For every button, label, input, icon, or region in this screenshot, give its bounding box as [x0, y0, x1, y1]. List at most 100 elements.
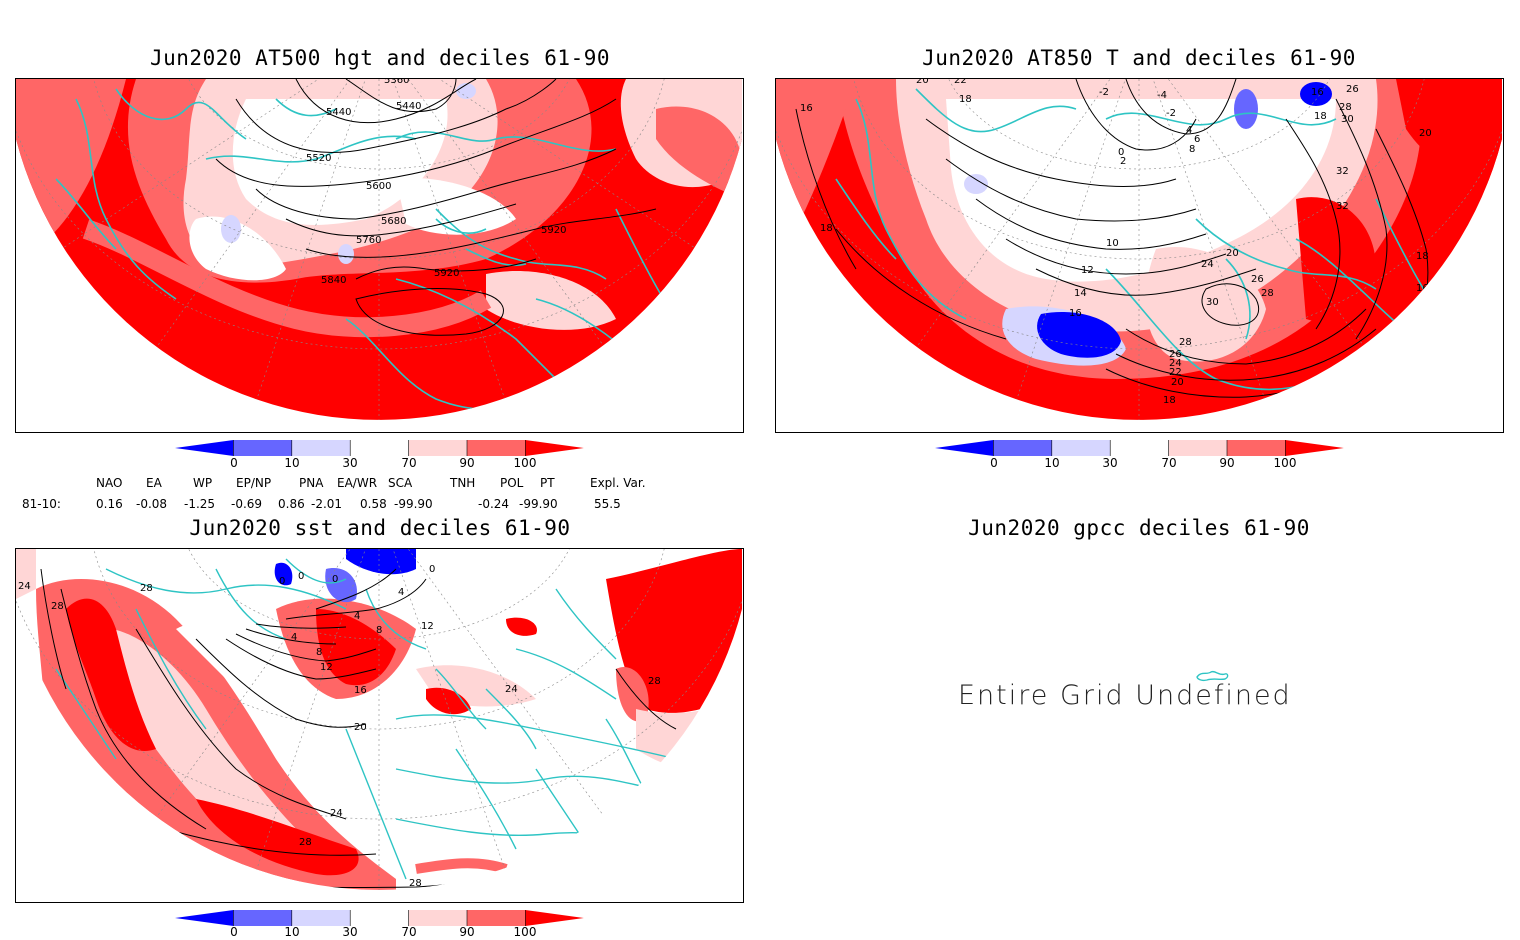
index-value: -1.25	[184, 497, 216, 511]
index-value: -0.69	[231, 497, 263, 511]
colorbar-swatch	[408, 910, 468, 926]
colorbar-swatch	[350, 440, 410, 456]
index-value: -0.08	[136, 497, 168, 511]
colorbar-swatch	[408, 440, 468, 456]
colorbar-tick: 90	[1219, 456, 1235, 470]
colorbar-swatch	[467, 910, 526, 926]
contour-label: 28	[140, 583, 153, 594]
contour-label: 14	[1074, 288, 1087, 299]
contour-label: 10	[1106, 238, 1119, 249]
contour-label: 16	[800, 103, 813, 114]
contour-label: 16	[1069, 308, 1082, 319]
contour-labels: 5360 5440 5440 5520 5600 5680 5760 5840 …	[306, 79, 566, 286]
contour-label: 5440	[396, 101, 421, 112]
colorbar-3: 0 10 30 70 90 100	[175, 910, 585, 940]
contour-label: 28	[1261, 288, 1274, 299]
contour-label: 22	[954, 79, 967, 86]
colorbar-tick: 100	[513, 925, 537, 939]
contour-label: 30	[1341, 114, 1354, 125]
contour-label: 20	[354, 722, 367, 733]
contour-label: 24	[1169, 358, 1182, 369]
index-header: EA	[146, 476, 162, 490]
contour-label: 5440	[326, 107, 351, 118]
colorbar-tick: 30	[342, 925, 358, 939]
colorbar-swatch	[1285, 440, 1344, 456]
contour-label: 2	[1120, 156, 1126, 167]
contour-label: 5760	[356, 235, 381, 246]
contour-label: 5920	[434, 268, 459, 279]
index-value: -99.90	[519, 497, 558, 511]
contour-label: 8	[316, 647, 322, 658]
index-header: EA/WR	[337, 476, 378, 490]
contour-label: 28	[51, 601, 64, 612]
colorbar-tick: 0	[230, 925, 238, 939]
contour-label: 0	[298, 571, 304, 582]
contour-label: 30	[1206, 297, 1219, 308]
contour-label: 6	[1194, 134, 1200, 145]
contour-label: -2	[1166, 108, 1176, 119]
panel2-title: Jun2020 AT850 T and deciles 61-90	[922, 46, 1356, 70]
colorbar-tick: 70	[401, 925, 417, 939]
colorbar-swatch	[525, 910, 584, 926]
contour-label: 0	[332, 574, 338, 585]
undefined-grid-message: Entire Grid Undefined	[958, 680, 1292, 711]
colorbar-1: 0 10 30 70 90 100	[175, 440, 585, 474]
contour-label: 5920	[541, 225, 566, 236]
panel1-map: 5360 5440 5440 5520 5600 5680 5760 5840 …	[15, 78, 744, 433]
contour-label: 20	[916, 79, 929, 86]
contour-label: 28	[1179, 337, 1192, 348]
colorbar-swatch	[175, 910, 234, 926]
contour-label: 16	[354, 685, 367, 696]
contour-label: 5840	[321, 275, 346, 286]
index-header: WP	[193, 476, 213, 490]
contour-label: 32	[1336, 166, 1349, 177]
contour-label: 0	[279, 576, 285, 587]
colorbar-tick: 100	[1273, 456, 1297, 470]
colorbar-tick: 0	[230, 456, 238, 470]
contour-label: 28	[1339, 102, 1352, 113]
gpcc-coast-fragment	[1196, 670, 1229, 682]
contour-label: 26	[1346, 84, 1359, 95]
contour-label: 12	[1081, 265, 1094, 276]
contour-label: 8	[376, 625, 382, 636]
index-header: PNA	[299, 476, 324, 490]
colorbar-tick: 0	[990, 456, 998, 470]
contour-label: 20	[1226, 248, 1239, 259]
colorbar-swatch	[1168, 440, 1228, 456]
colorbar-swatch	[993, 440, 1053, 456]
colorbar-swatch	[1110, 440, 1170, 456]
colorbar-tick: 10	[284, 925, 300, 939]
contour-label: 16	[1311, 87, 1324, 98]
colorbar-swatch	[467, 440, 526, 456]
colorbar-swatch	[1227, 440, 1286, 456]
colorbar-tick: 90	[459, 925, 475, 939]
panel2-map-svg: 20 22 18 16 -2 -4 -2 0 2 4 6 8 16 26 28 …	[776, 79, 1502, 420]
panel1-map-svg: 5360 5440 5440 5520 5600 5680 5760 5840 …	[16, 79, 742, 420]
colorbar-swatch	[525, 440, 584, 456]
contour-label: 20	[1171, 377, 1184, 388]
contour-label: -2	[1099, 87, 1109, 98]
colorbar-swatch	[175, 440, 234, 456]
contour-label: 5600	[366, 181, 391, 192]
colorbar-tick: 90	[459, 456, 475, 470]
contour-label: 28	[409, 878, 422, 889]
colorbar-swatch	[233, 440, 293, 456]
contour-label: 5360	[384, 79, 409, 86]
contour-label: 5520	[306, 153, 331, 164]
panel3-title: Jun2020 sst and deciles 61-90	[189, 516, 571, 540]
contour-label: 22	[1169, 367, 1182, 378]
index-header: POL	[500, 476, 524, 490]
colorbar-2: 0 10 30 70 90 100	[935, 440, 1345, 474]
index-value: 55.5	[594, 497, 621, 511]
colorbar-swatch	[935, 440, 994, 456]
panel2-map: 20 22 18 16 -2 -4 -2 0 2 4 6 8 16 26 28 …	[775, 78, 1504, 433]
contour-label: 18	[820, 223, 833, 234]
contour-label: 28	[299, 837, 312, 848]
contour-label: 4	[291, 632, 297, 643]
colorbar-3-swatches	[175, 910, 584, 926]
contour-label: 18	[959, 94, 972, 105]
contour-label: 4	[1186, 125, 1192, 136]
panel3-map-svg: 24 28 28 0 0 0 0 4 4 8 12 4 8 12 16 20 2…	[16, 549, 742, 890]
index-header: Expl. Var.	[590, 476, 646, 490]
contour-label: 12	[421, 621, 434, 632]
